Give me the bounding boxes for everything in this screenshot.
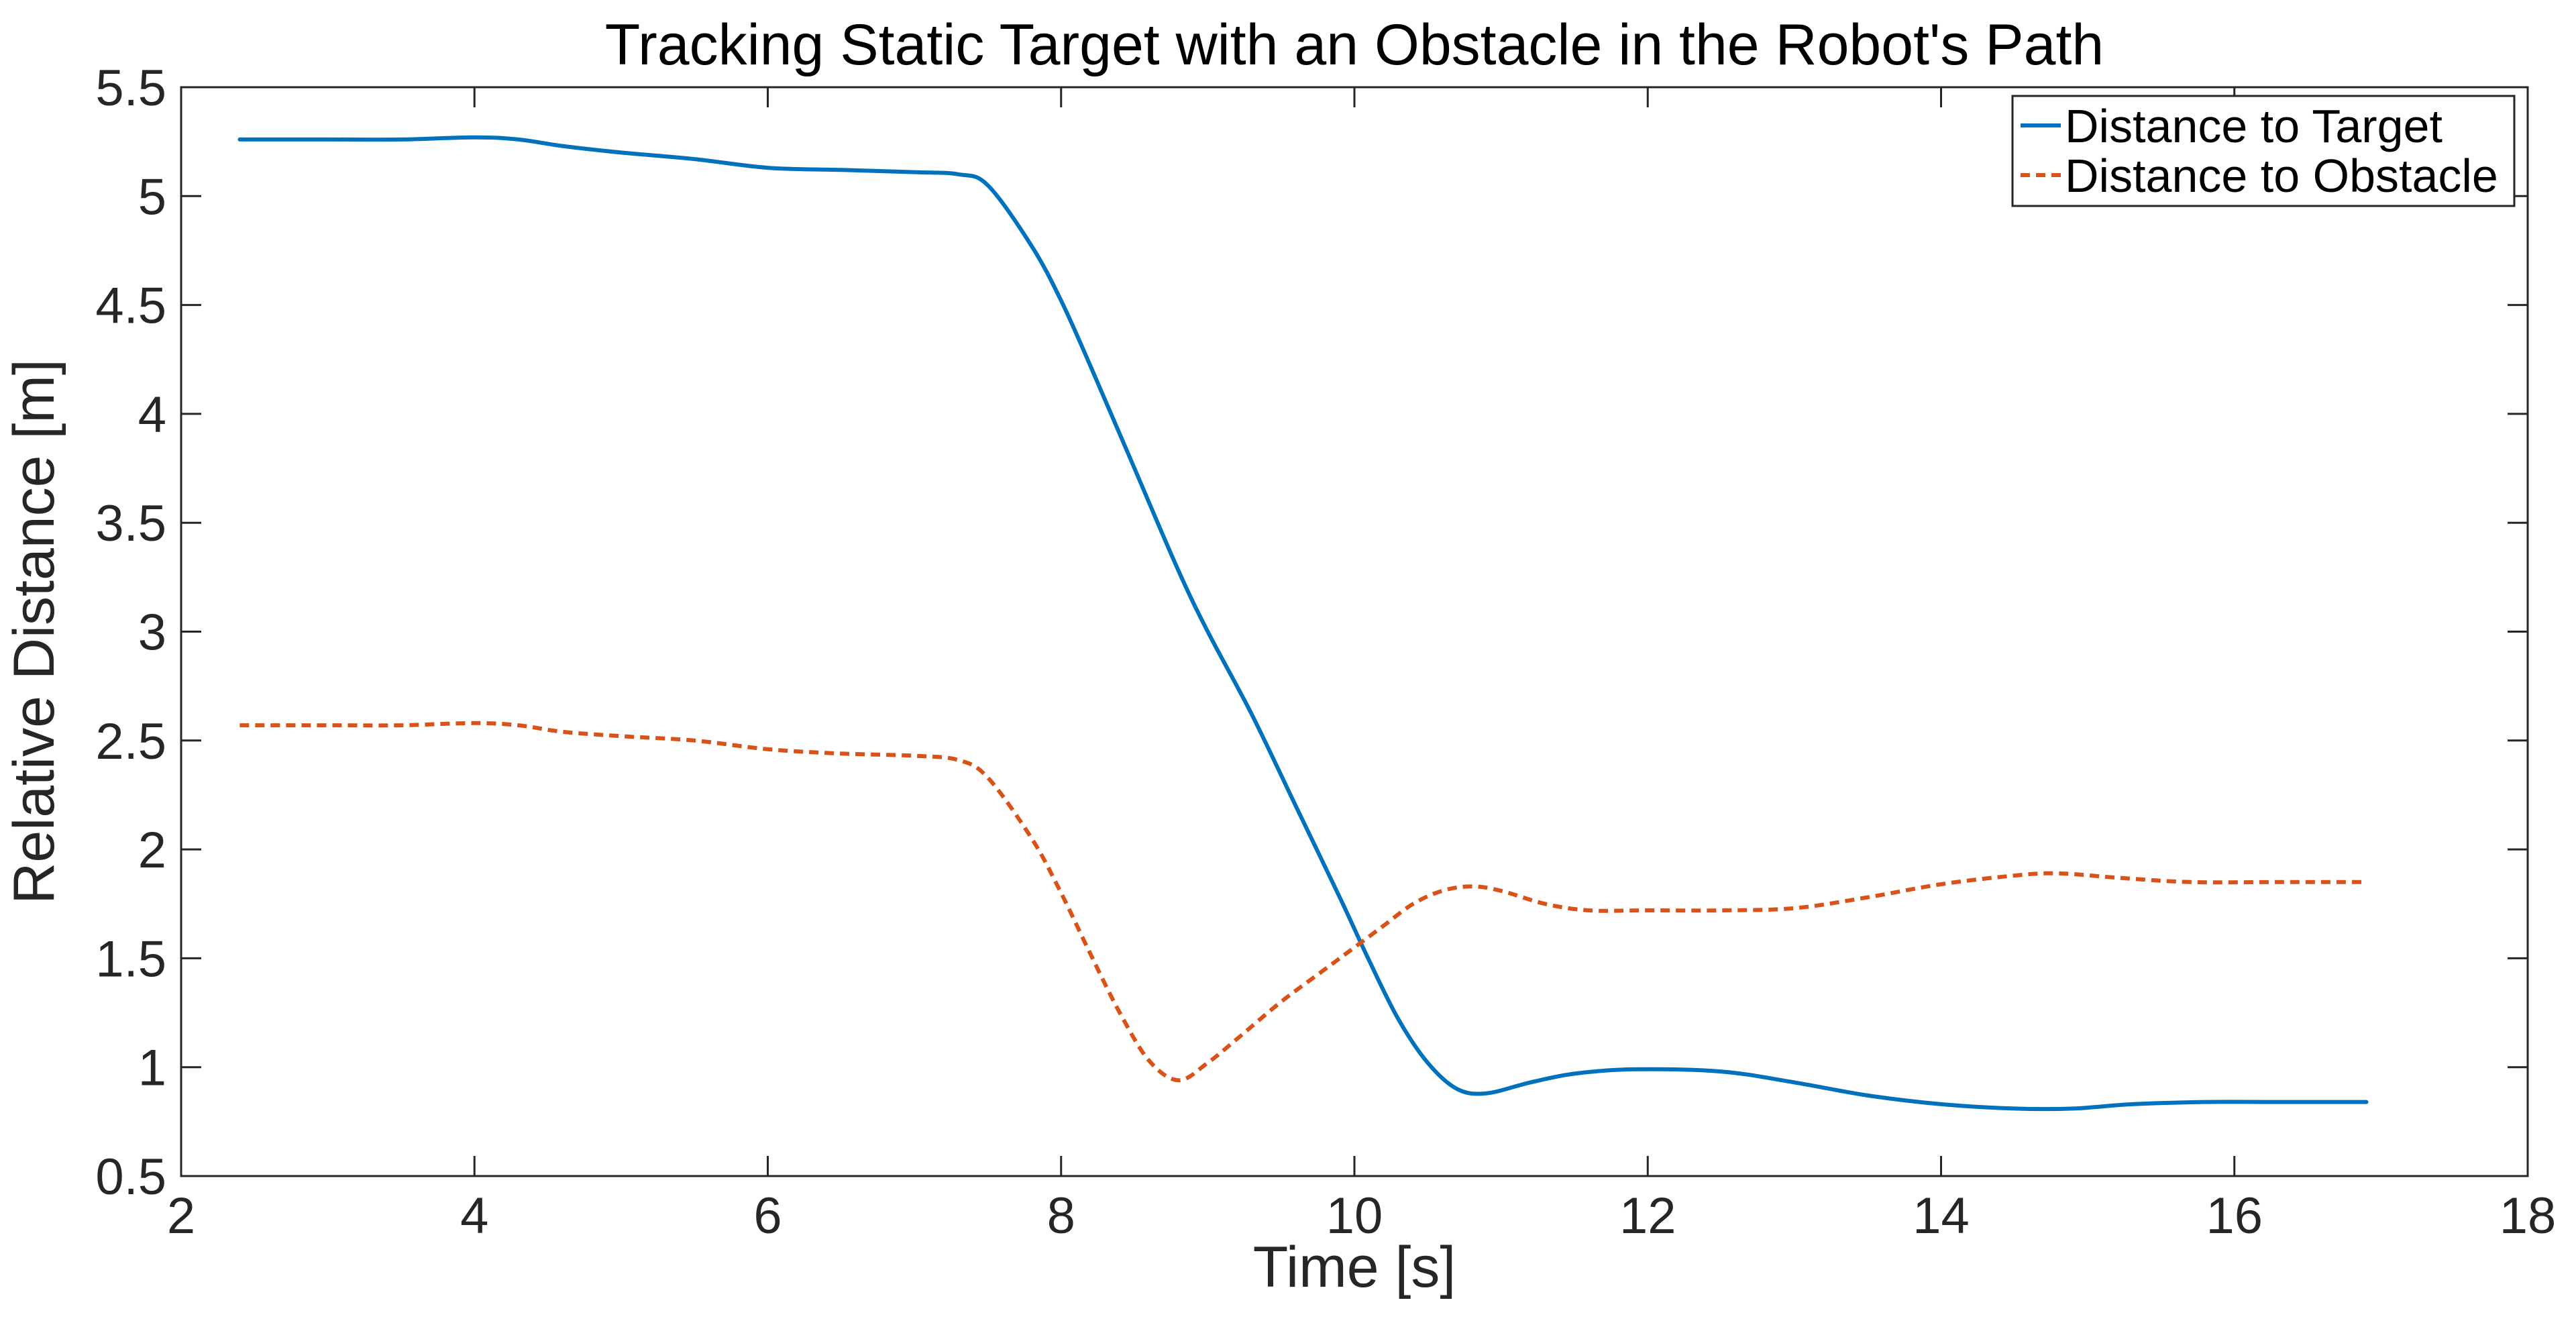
x-tick-label: 4 xyxy=(460,1187,488,1244)
y-tick-label: 1.5 xyxy=(95,931,166,988)
x-tick-label: 14 xyxy=(1913,1187,1970,1244)
x-tick-label: 8 xyxy=(1047,1187,1075,1244)
y-tick-label: 5 xyxy=(138,168,166,225)
series-layer xyxy=(237,135,2369,1112)
x-tick-label: 2 xyxy=(167,1187,195,1244)
x-axis-label: Time [s] xyxy=(1253,1235,1456,1299)
x-tick-label: 10 xyxy=(1326,1187,1383,1244)
y-axis-label: Relative Distance [m] xyxy=(2,359,66,904)
plot-frame xyxy=(180,86,2529,1177)
legend-label: Distance to Obstacle xyxy=(2065,150,2498,202)
x-tick-label: 16 xyxy=(2206,1187,2263,1244)
legend-label: Distance to Target xyxy=(2065,100,2443,152)
y-tick-label: 2.5 xyxy=(95,713,166,770)
x-tick-label: 18 xyxy=(2500,1187,2557,1244)
y-axis: 0.5 1 1.5 2 2.5 3 3.5 4 4.5 5 5.5 xyxy=(95,60,2528,1206)
y-tick-label: 5.5 xyxy=(95,60,166,117)
y-tick-label: 3 xyxy=(138,604,166,661)
x-axis: 2 4 6 8 10 12 14 16 18 xyxy=(167,87,2556,1244)
series-line-distance-to-obstacle xyxy=(239,721,2367,1083)
y-tick-label: 4.5 xyxy=(95,278,166,335)
y-tick-label: 1 xyxy=(138,1040,166,1097)
y-tick-label: 4 xyxy=(138,386,166,443)
plot-area xyxy=(180,86,2529,1177)
series-line-distance-to-target xyxy=(237,135,2369,1112)
y-tick-label: 2 xyxy=(138,822,166,879)
legend-box xyxy=(2011,95,2516,207)
x-tick-label: 12 xyxy=(1619,1187,1676,1244)
y-tick-label: 0.5 xyxy=(95,1149,166,1206)
x-tick-label: 6 xyxy=(753,1187,782,1244)
y-tick-label: 3.5 xyxy=(95,495,166,552)
chart-title: Tracking Static Target with an Obstacle … xyxy=(605,13,2104,77)
